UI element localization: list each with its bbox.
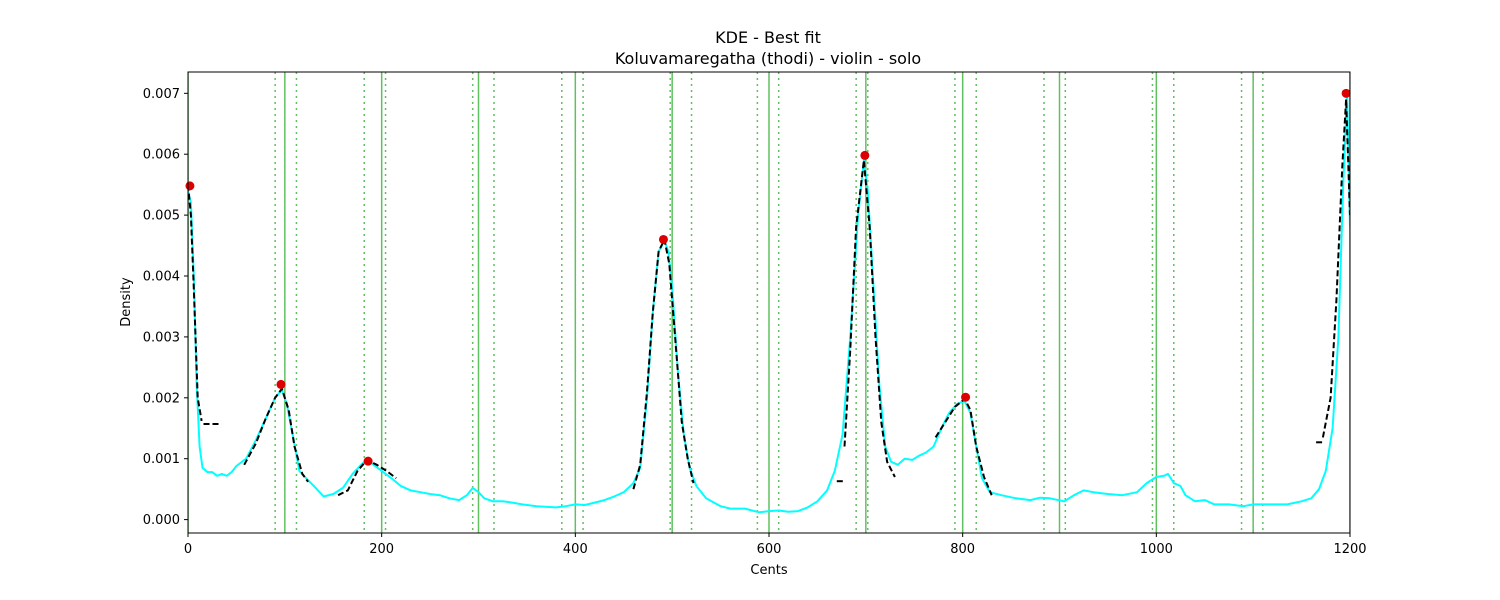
peak-marker <box>658 234 668 244</box>
fit-curve-segment <box>1321 99 1350 438</box>
fit-curve-segment <box>843 160 896 478</box>
fit-curve-segment <box>188 184 203 422</box>
y-tick-label: 0.004 <box>143 270 180 285</box>
peak-marker <box>276 379 286 389</box>
x-tick-label: 200 <box>369 542 394 557</box>
y-axis-ticks: 0.000 0.001 0.002 0.003 0.004 0.005 0.006 0.007 <box>143 87 188 528</box>
x-tick-label: 800 <box>950 542 975 557</box>
x-axis-label: Cents <box>750 563 787 578</box>
fit-curve-segment <box>632 236 695 490</box>
kde-layer <box>188 92 1350 514</box>
peak-marker <box>1341 88 1351 98</box>
y-tick-label: 0.005 <box>143 209 180 224</box>
peak-markers <box>185 88 1351 466</box>
x-tick-label: 1000 <box>1140 542 1173 557</box>
y-tick-label: 0.007 <box>143 87 180 102</box>
x-axis-ticks: 0 200 400 600 800 1000 1200 <box>184 533 1367 557</box>
x-tick-label: 600 <box>757 542 782 557</box>
y-tick-label: 0.006 <box>143 148 180 163</box>
y-tick-label: 0.000 <box>143 513 180 528</box>
x-tick-label: 400 <box>563 542 588 557</box>
y-axis-label: Density <box>119 277 134 327</box>
x-tick-label: 1200 <box>1333 542 1366 557</box>
y-tick-label: 0.002 <box>143 391 180 406</box>
chart-subtitle: Koluvamaregatha (thodi) - violin - solo <box>615 49 921 68</box>
y-tick-label: 0.001 <box>143 452 180 467</box>
reference-lines <box>188 72 1350 533</box>
fit-curve-segment <box>934 397 993 496</box>
peak-marker <box>860 150 870 160</box>
peak-marker <box>185 181 195 191</box>
x-tick-label: 0 <box>184 542 192 557</box>
kde-curve <box>188 92 1350 514</box>
peak-marker <box>363 456 373 466</box>
chart-title: KDE - Best fit <box>715 28 821 47</box>
y-tick-label: 0.003 <box>143 330 180 345</box>
peak-marker <box>961 392 971 402</box>
